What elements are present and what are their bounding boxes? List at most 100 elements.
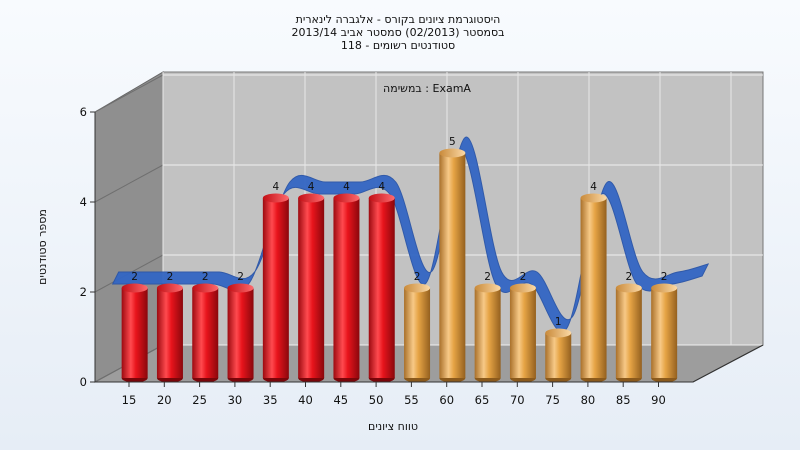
title-line-3: סטודנטים רשומים - 118 bbox=[341, 39, 455, 52]
y-axis-label: מספר סטודנטים bbox=[36, 209, 49, 285]
floor-edge bbox=[692, 344, 764, 383]
bar-top bbox=[192, 283, 219, 293]
bar-top bbox=[545, 328, 572, 338]
bar-55: 2 bbox=[404, 271, 431, 383]
bar-body bbox=[262, 198, 289, 378]
bar-value-label: 2 bbox=[484, 271, 491, 283]
bar-body bbox=[192, 288, 219, 378]
bar-20: 2 bbox=[156, 271, 183, 383]
bar-85: 2 bbox=[615, 271, 642, 383]
x-tick-label: 55 bbox=[404, 393, 419, 407]
bar-15: 2 bbox=[121, 271, 148, 383]
x-tick-label: 35 bbox=[263, 393, 278, 407]
bar-top bbox=[509, 283, 536, 293]
x-tick-label: 40 bbox=[298, 393, 313, 407]
bar-value-label: 2 bbox=[131, 271, 138, 283]
y-tick-label: 4 bbox=[80, 195, 87, 209]
x-tick-label: 20 bbox=[157, 393, 172, 407]
bar-body bbox=[156, 288, 183, 378]
x-tick-label: 30 bbox=[228, 393, 243, 407]
x-tick-label: 60 bbox=[439, 393, 454, 407]
bar-body bbox=[298, 198, 325, 378]
bars: 2 2 2 2 4 4 4 4 2 5 2 2 1 4 2 2 bbox=[121, 136, 678, 383]
y-tick-label: 2 bbox=[80, 285, 87, 299]
bar-value-label: 2 bbox=[520, 271, 527, 283]
bar-30: 2 bbox=[227, 271, 254, 383]
bar-value-label: 2 bbox=[626, 271, 633, 283]
bar-body bbox=[474, 288, 501, 378]
bar-65: 2 bbox=[474, 271, 501, 383]
bar-value-label: 2 bbox=[202, 271, 209, 283]
y-tick-label: 6 bbox=[80, 105, 87, 119]
title-line-1: היסטוגרמת ציונים בקורס - אלגברה לינארית bbox=[296, 13, 501, 26]
x-axis: 15 20 25 30 35 40 45 50 55 60 65 70 75 80 85 90 bbox=[95, 344, 764, 407]
bar-45: 4 bbox=[333, 181, 360, 383]
grid-line bbox=[94, 74, 164, 113]
bar-40: 4 bbox=[298, 181, 325, 383]
bar-value-label: 2 bbox=[237, 271, 244, 283]
x-tick-label: 70 bbox=[510, 393, 525, 407]
bar-body bbox=[651, 288, 678, 378]
bar-body bbox=[404, 288, 431, 378]
bar-value-label: 4 bbox=[308, 181, 315, 193]
bar-70: 2 bbox=[509, 271, 536, 383]
bar-body bbox=[121, 288, 148, 378]
bar-top bbox=[651, 283, 678, 293]
x-tick-label: 15 bbox=[122, 393, 137, 407]
x-tick-label: 25 bbox=[192, 393, 207, 407]
bar-value-label: 4 bbox=[343, 181, 350, 193]
bar-body bbox=[368, 198, 395, 378]
x-tick-label: 45 bbox=[333, 393, 348, 407]
trend-ribbon bbox=[111, 136, 710, 333]
bar-value-label: 2 bbox=[167, 271, 174, 283]
bar-value-label: 4 bbox=[378, 181, 385, 193]
bar-value-label: 4 bbox=[273, 181, 280, 193]
bar-body bbox=[333, 198, 360, 378]
bar-value-label: 2 bbox=[661, 271, 668, 283]
title-line-2: בסמסטר (02/2013) סמסטר אביב 2013/14 bbox=[291, 26, 504, 39]
bar-top bbox=[298, 193, 325, 203]
x-tick-label: 75 bbox=[545, 393, 560, 407]
bar-value-label: 4 bbox=[590, 181, 597, 193]
bar-body bbox=[580, 198, 607, 378]
bar-top bbox=[404, 283, 431, 293]
bar-body bbox=[615, 288, 642, 378]
bar-75: 1 bbox=[545, 316, 572, 383]
bar-90: 2 bbox=[651, 271, 678, 383]
grid-line bbox=[94, 164, 164, 203]
bar-top bbox=[121, 283, 148, 293]
y-tick-label: 0 bbox=[80, 375, 87, 389]
bar-top bbox=[615, 283, 642, 293]
bar-top bbox=[368, 193, 395, 203]
chart-title: היסטוגרמת ציונים בקורס - אלגברה לינארית … bbox=[291, 13, 504, 52]
bar-top bbox=[156, 283, 183, 293]
bar-60: 5 bbox=[439, 136, 466, 383]
x-tick-label: 90 bbox=[651, 393, 666, 407]
bar-top bbox=[439, 148, 466, 158]
trend-ribbon-shape bbox=[111, 136, 710, 333]
bar-top bbox=[262, 193, 289, 203]
bar-top bbox=[580, 193, 607, 203]
bar-body bbox=[439, 153, 466, 378]
bar-top bbox=[227, 283, 254, 293]
bar-value-label: 1 bbox=[555, 316, 562, 328]
x-axis-label: טווח ציונים bbox=[368, 420, 418, 433]
assignment-annotation: במשימה : ExamA bbox=[383, 82, 471, 95]
bar-35: 4 bbox=[262, 181, 289, 383]
bar-25: 2 bbox=[192, 271, 219, 383]
x-tick-label: 65 bbox=[475, 393, 490, 407]
bar-body bbox=[509, 288, 536, 378]
bar-top bbox=[333, 193, 360, 203]
x-tick-label: 85 bbox=[616, 393, 631, 407]
bar-value-label: 5 bbox=[449, 136, 456, 148]
bar-body bbox=[227, 288, 254, 378]
bar-80: 4 bbox=[580, 181, 607, 383]
bar-top bbox=[474, 283, 501, 293]
x-tick-label: 80 bbox=[581, 393, 596, 407]
bar-50: 4 bbox=[368, 181, 395, 383]
bar-value-label: 2 bbox=[414, 271, 421, 283]
bar-body bbox=[545, 333, 572, 378]
x-tick-label: 50 bbox=[369, 393, 384, 407]
y-axis: 0 2 4 6 bbox=[80, 105, 96, 389]
